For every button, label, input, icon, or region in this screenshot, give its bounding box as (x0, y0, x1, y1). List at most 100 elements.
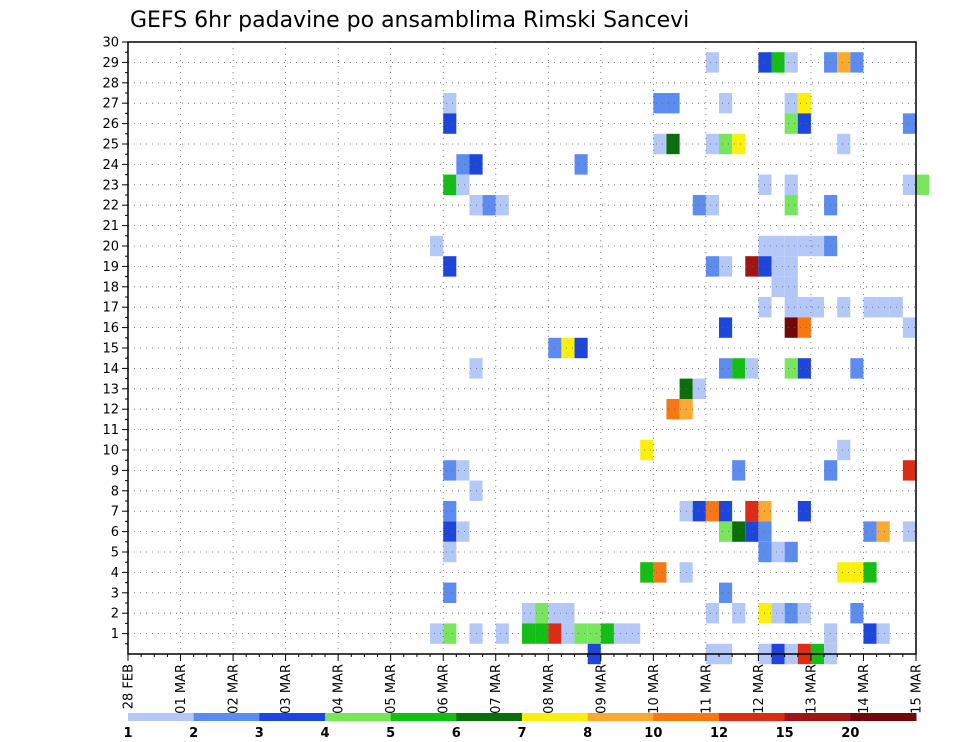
precip-cell (535, 623, 549, 644)
precip-cell (640, 439, 654, 461)
x-tick-label: 05 MAR (384, 664, 399, 714)
precip-cell (719, 133, 733, 155)
colorbar-label: 7 (517, 726, 526, 741)
y-tick-label: 10 (102, 444, 119, 459)
precip-cell (443, 256, 457, 277)
precip-cell (784, 276, 798, 297)
precip-cell (456, 154, 470, 175)
precip-cell (719, 521, 733, 542)
x-tick-label: 07 MAR (489, 664, 504, 714)
x-tick-label: 01 MAR (174, 664, 189, 714)
precip-cell (456, 174, 470, 195)
precip-cell (797, 501, 811, 522)
y-tick-label: 22 (102, 199, 119, 214)
x-tick-label: 06 MAR (437, 664, 452, 714)
y-tick-label: 17 (102, 301, 119, 316)
precip-cell (443, 460, 457, 481)
precip-cell (771, 276, 785, 297)
precip-cell (745, 256, 759, 277)
precip-cell (443, 174, 457, 195)
precip-cell (784, 317, 798, 338)
precip-cell (902, 521, 916, 542)
precip-cell (784, 195, 798, 216)
colorbar-label: 4 (320, 726, 329, 741)
x-tick-label: 28 FEB (122, 664, 137, 709)
y-tick-label: 1 (111, 627, 119, 642)
precip-cell (745, 521, 759, 542)
colorbar-swatch (653, 713, 720, 721)
precip-cell (837, 133, 851, 155)
precip-cell (863, 623, 877, 644)
precip-cell (705, 133, 719, 155)
precip-cell (771, 235, 785, 257)
colorbar-label: 8 (583, 726, 592, 741)
colorbar-label: 3 (255, 726, 264, 741)
precip-cell (902, 174, 916, 195)
precip-cell (797, 297, 811, 318)
precip-cell (745, 358, 759, 379)
y-tick-label: 14 (102, 362, 119, 377)
precip-cell (863, 297, 877, 318)
y-tick-label: 8 (111, 484, 119, 499)
precip-cell (640, 562, 654, 583)
y-tick-label: 3 (111, 586, 119, 601)
precip-cell (902, 460, 916, 481)
precip-cell (771, 256, 785, 277)
precip-cell (784, 256, 798, 277)
y-tick-label: 16 (102, 321, 119, 336)
y-tick-label: 21 (102, 219, 119, 234)
y-tick-label: 4 (111, 566, 119, 581)
precip-cell (863, 562, 877, 583)
precip-cell (784, 358, 798, 379)
y-tick-label: 2 (111, 607, 119, 622)
precip-cell (784, 541, 798, 563)
colorbar-label: 10 (644, 726, 662, 741)
precip-cell (837, 52, 851, 73)
colorbar-label: 2 (189, 726, 198, 741)
x-tick-label: 13 MAR (804, 664, 819, 714)
precip-cell (784, 113, 798, 134)
precip-cell (797, 235, 811, 257)
precip-cell (627, 623, 641, 644)
colorbar-swatch (850, 713, 917, 721)
precip-cell (719, 582, 733, 603)
precip-cell (719, 93, 733, 114)
chart-title: GEFS 6hr padavine po ansamblima Rimski S… (130, 8, 689, 33)
precip-cell (443, 113, 457, 134)
precip-cell (443, 501, 457, 522)
y-tick-label: 23 (102, 178, 119, 193)
precip-cell (837, 297, 851, 318)
precip-cell (561, 623, 575, 644)
precip-cell (705, 52, 719, 73)
precip-cell (653, 133, 667, 155)
colorbar-label: 5 (386, 726, 395, 741)
precip-cell (574, 623, 588, 644)
precip-cell (876, 623, 890, 644)
precip-cell (430, 623, 444, 644)
colorbar-swatch (390, 713, 457, 721)
precip-cell (705, 501, 719, 522)
precip-cell (745, 501, 759, 522)
precip-cell (784, 52, 798, 73)
precip-cell (495, 623, 509, 644)
precip-cell (876, 521, 890, 542)
precip-cell (719, 358, 733, 379)
precip-cell (653, 562, 667, 583)
colorbar-swatch (193, 713, 260, 721)
precip-cell (443, 521, 457, 542)
colorbar-swatch (259, 713, 326, 721)
y-tick-label: 7 (111, 505, 119, 520)
y-tick-label: 19 (102, 260, 119, 275)
y-tick-label: 18 (102, 280, 119, 295)
cells-layer (430, 52, 930, 665)
precip-cell (666, 399, 680, 420)
precip-cell (876, 297, 890, 318)
y-tick-label: 13 (102, 382, 119, 397)
x-tick-label: 04 MAR (332, 664, 347, 714)
y-tick-label: 28 (102, 76, 119, 91)
precip-cell (797, 358, 811, 379)
precip-cell (587, 623, 601, 644)
y-tick-label: 25 (102, 138, 119, 153)
precip-cell (666, 133, 680, 155)
